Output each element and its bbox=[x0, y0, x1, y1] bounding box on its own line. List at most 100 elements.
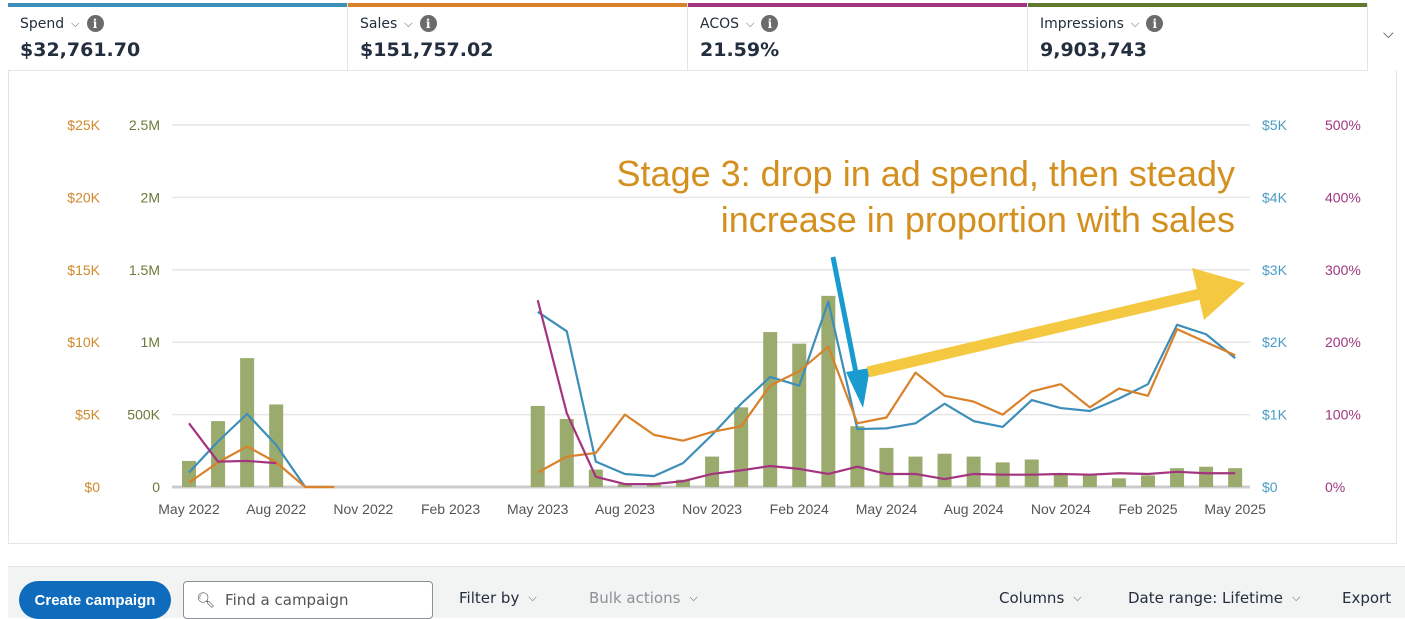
acos-axis-tick: 300% bbox=[1325, 262, 1361, 278]
spend-axis-tick: $5K bbox=[1262, 117, 1288, 133]
chevron-down-icon[interactable]: ⌵ bbox=[404, 16, 413, 30]
chevron-down-icon: ⌵ bbox=[1291, 591, 1301, 604]
x-axis-tick: Feb 2024 bbox=[770, 501, 829, 517]
expand-chevron-icon[interactable]: ⌵ bbox=[1383, 26, 1394, 42]
impressions-bar bbox=[646, 484, 661, 487]
columns-label: Columns bbox=[999, 589, 1065, 607]
info-icon[interactable]: i bbox=[419, 15, 437, 32]
info-icon[interactable]: i bbox=[86, 15, 104, 32]
impressions-bar bbox=[1140, 475, 1155, 487]
acos-axis-tick: 100% bbox=[1325, 407, 1361, 423]
impressions-bar bbox=[1082, 475, 1097, 487]
annotation-blue-arrow bbox=[830, 256, 870, 408]
sales-axis-tick: $15K bbox=[67, 262, 100, 278]
impressions-bar bbox=[676, 479, 691, 487]
chevron-down-icon: ⌵ bbox=[528, 591, 537, 604]
impressions-bar bbox=[850, 426, 865, 487]
x-axis-tick: Feb 2023 bbox=[421, 501, 480, 517]
date-range-label: Date range: Lifetime bbox=[1128, 589, 1283, 607]
impressions-bar bbox=[821, 295, 836, 487]
performance-chart: $0 0 $0 0% $5K 500K $1K 100% $10K 1M $2K 200% $15K 1.… bbox=[67, 117, 1361, 517]
metric-label: Sales bbox=[360, 15, 398, 32]
x-axis-tick: Nov 2023 bbox=[682, 501, 742, 517]
x-axis-tick: Aug 2023 bbox=[595, 501, 655, 517]
chevron-down-icon[interactable]: ⌵ bbox=[71, 16, 80, 30]
sales-axis-tick: $10K bbox=[67, 334, 100, 350]
metric-card-acos[interactable]: ACOS ⌵ i 21.59% bbox=[688, 3, 1028, 71]
acos-axis-tick: 200% bbox=[1325, 334, 1361, 350]
spend-line bbox=[188, 300, 1236, 488]
sales-axis-tick: $20K bbox=[67, 189, 100, 205]
x-axis-tick: Nov 2022 bbox=[333, 501, 393, 517]
impressions-bar bbox=[908, 456, 923, 487]
search-placeholder: Find a campaign bbox=[225, 591, 349, 609]
spend-axis-tick: $4K bbox=[1262, 189, 1288, 205]
metric-color-bar bbox=[348, 3, 687, 7]
chevron-down-icon[interactable]: ⌵ bbox=[1130, 16, 1140, 30]
spend-axis-tick: $3K bbox=[1262, 262, 1288, 278]
acos-axis-tick: 0% bbox=[1325, 479, 1345, 495]
acos-axis-tick: 400% bbox=[1325, 189, 1361, 205]
impressions-bar bbox=[1053, 473, 1068, 487]
export-button[interactable]: Export bbox=[1342, 589, 1391, 607]
impressions-bar bbox=[240, 358, 255, 487]
export-label: Export bbox=[1342, 589, 1392, 607]
metric-label: Impressions bbox=[1040, 15, 1124, 32]
annotation-line-1: Stage 3: drop in ad spend, then steady bbox=[617, 153, 1235, 194]
campaign-search-input[interactable]: 🔍︎ Find a campaign bbox=[183, 581, 433, 619]
impressions-axis-tick: 0 bbox=[152, 479, 160, 495]
x-axis-tick: Nov 2024 bbox=[1031, 501, 1091, 517]
impressions-bar bbox=[879, 447, 894, 487]
chevron-down-icon[interactable]: ⌵ bbox=[746, 16, 755, 30]
spend-axis-tick: $1K bbox=[1262, 407, 1288, 423]
search-icon: 🔍︎ bbox=[196, 591, 216, 609]
chevron-down-icon: ⌵ bbox=[1073, 591, 1082, 604]
chart-panel bbox=[8, 70, 1397, 544]
annotation-yellow-arrow bbox=[866, 268, 1245, 378]
metric-card-sales[interactable]: Sales ⌵ i $151,757.02 bbox=[348, 3, 688, 71]
filter-label: Filter by bbox=[459, 589, 520, 607]
impressions-bar bbox=[1111, 478, 1126, 487]
info-icon[interactable]: i bbox=[761, 15, 779, 32]
impressions-axis-tick: 2.5M bbox=[129, 117, 160, 133]
chevron-down-icon: ⌵ bbox=[689, 591, 698, 604]
bulk-actions-dropdown[interactable]: Bulk actions ⌵ bbox=[589, 589, 698, 607]
acos-axis-tick: 500% bbox=[1325, 117, 1361, 133]
impressions-bar bbox=[559, 418, 574, 487]
x-axis-tick: Feb 2025 bbox=[1118, 501, 1177, 517]
impressions-bar bbox=[1024, 459, 1039, 487]
metric-color-bar bbox=[8, 3, 347, 7]
metric-value: $151,757.02 bbox=[360, 39, 494, 61]
impressions-bar bbox=[1228, 468, 1243, 487]
impressions-bar bbox=[937, 453, 952, 487]
impressions-bar bbox=[530, 405, 545, 487]
impressions-bar bbox=[792, 343, 807, 487]
x-axis-tick: May 2025 bbox=[1204, 501, 1266, 517]
x-axis-tick: Aug 2024 bbox=[944, 501, 1004, 517]
spend-axis-tick: $2K bbox=[1262, 334, 1288, 350]
impressions-axis-tick: 1.5M bbox=[129, 262, 160, 278]
metric-card-impressions[interactable]: Impressions ⌵ i 9,903,743 bbox=[1028, 3, 1368, 71]
impressions-bar bbox=[617, 484, 632, 487]
date-range-dropdown[interactable]: Date range: Lifetime ⌵ bbox=[1128, 589, 1300, 607]
x-axis-tick: May 2023 bbox=[507, 501, 569, 517]
create-campaign-button[interactable]: Create campaign bbox=[19, 581, 171, 619]
metric-label: ACOS bbox=[700, 15, 740, 32]
columns-dropdown[interactable]: Columns ⌵ bbox=[999, 589, 1082, 607]
impressions-axis-tick: 1M bbox=[141, 334, 160, 350]
campaign-toolbar: Create campaign 🔍︎ Find a campaign Filte… bbox=[8, 566, 1405, 619]
sales-axis-tick: $25K bbox=[67, 117, 100, 133]
sales-axis-tick: $0 bbox=[84, 479, 100, 495]
metric-color-bar bbox=[1028, 3, 1367, 7]
metric-value: 9,903,743 bbox=[1040, 39, 1147, 61]
impressions-bar bbox=[966, 456, 981, 487]
info-icon[interactable]: i bbox=[1146, 15, 1164, 32]
x-axis-tick: May 2024 bbox=[856, 501, 918, 517]
impressions-bar bbox=[1199, 466, 1214, 487]
impressions-axis-tick: 500K bbox=[127, 407, 160, 423]
filter-by-dropdown[interactable]: Filter by ⌵ bbox=[459, 589, 537, 607]
impressions-axis-tick: 2M bbox=[141, 189, 160, 205]
metric-card-spend[interactable]: Spend ⌵ i $32,761.70 bbox=[8, 3, 348, 71]
metric-value: $32,761.70 bbox=[20, 39, 141, 61]
x-axis-tick: May 2022 bbox=[158, 501, 220, 517]
